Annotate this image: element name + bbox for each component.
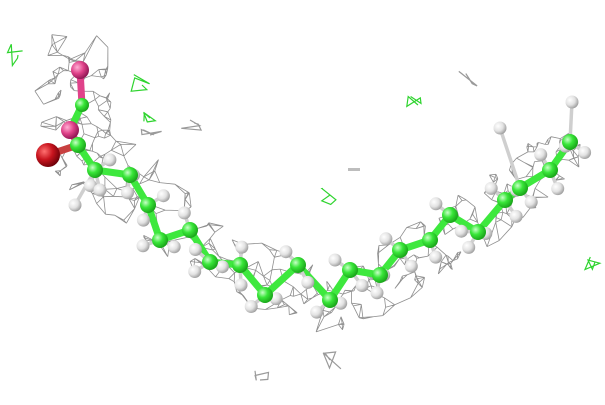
- ball-and-stick-icon: [36, 61, 592, 319]
- hydrogen-atom: [355, 279, 369, 292]
- noise-fragment: [583, 256, 602, 271]
- carbon-atom: [290, 257, 306, 273]
- hydrogen-atom: [156, 189, 170, 203]
- hydrogen-atom: [370, 286, 384, 300]
- carbon-atom: [470, 224, 486, 240]
- carbon-atom: [322, 292, 338, 308]
- hydrogen-atom: [379, 232, 393, 246]
- hydrogen-atom: [524, 195, 538, 209]
- carbon-atom: [70, 137, 86, 153]
- hydrogen-atom: [484, 181, 498, 195]
- hydrogen-atom: [551, 182, 565, 196]
- hydrogen-atom: [234, 278, 248, 292]
- h-bond: [498, 126, 522, 190]
- carbon-atom: [152, 232, 168, 248]
- carbon-atom: [562, 134, 578, 150]
- hydrogen-atom: [534, 148, 548, 162]
- noise-fragment: [320, 187, 337, 206]
- noise-fragment: [322, 351, 342, 370]
- carbon-atom: [422, 232, 438, 248]
- hydrogen-atom: [462, 240, 476, 254]
- carbon-atom: [232, 257, 248, 273]
- hydrogen-atom: [177, 206, 191, 220]
- hydrogen-atom: [404, 259, 418, 273]
- hydrogen-atom: [93, 183, 107, 197]
- carbon-atom: [512, 180, 528, 196]
- carbon-atom: [202, 254, 218, 270]
- carbon-atom: [392, 242, 408, 258]
- hydrogen-atom: [301, 275, 315, 289]
- polar-atom: [61, 121, 79, 139]
- hydrogen-atom: [103, 153, 117, 167]
- hydrogen-atom: [215, 260, 229, 274]
- hydrogen-atom: [279, 245, 293, 259]
- carbon-atom: [75, 98, 89, 112]
- hydrogen-atom: [167, 240, 181, 254]
- noise-fragment: [143, 111, 157, 123]
- hydrogen-atom: [493, 121, 507, 135]
- carbon-atom: [257, 287, 273, 303]
- noise-mesh: [6, 44, 602, 381]
- hydrogen-atom: [565, 95, 579, 109]
- hydrogen-atom: [136, 239, 150, 253]
- noise-fragment: [181, 119, 203, 131]
- hydrogen-atom: [509, 209, 523, 223]
- hydrogen-atom: [310, 305, 324, 319]
- hydrogen-atom: [429, 197, 443, 211]
- hydrogen-atom: [578, 146, 592, 159]
- polar-atom: [71, 61, 89, 79]
- hydrogen-atom: [68, 198, 82, 212]
- oxygen-atom: [36, 143, 60, 167]
- noise-fragment: [406, 95, 422, 108]
- carbon-atom: [122, 167, 138, 183]
- hydrogen-atom: [136, 213, 150, 227]
- noise-fragment: [254, 370, 270, 381]
- hydrogen-atom: [454, 224, 468, 238]
- noise-fragment: [6, 44, 23, 68]
- hydrogen-atom: [121, 186, 134, 200]
- center-marker: [348, 168, 360, 171]
- carbon-atom: [542, 162, 558, 178]
- noise-fragment: [130, 74, 150, 92]
- hydrogen-atom: [244, 300, 258, 313]
- hydrogen-atom: [188, 265, 202, 278]
- carbon-atom: [140, 197, 156, 213]
- hydrogen-atom: [328, 253, 342, 267]
- noise-fragment: [458, 70, 478, 87]
- hydrogen-atom: [235, 240, 249, 254]
- carbon-atom: [442, 207, 458, 223]
- carbon-atom: [372, 267, 388, 283]
- noise-fragment: [140, 128, 162, 136]
- carbon-atom: [182, 222, 198, 238]
- carbon-atom: [87, 162, 103, 178]
- carbon-atom: [497, 192, 513, 208]
- hydrogen-atom: [188, 243, 202, 256]
- carbon-atom: [342, 262, 358, 278]
- hydrogen-atom: [429, 250, 443, 264]
